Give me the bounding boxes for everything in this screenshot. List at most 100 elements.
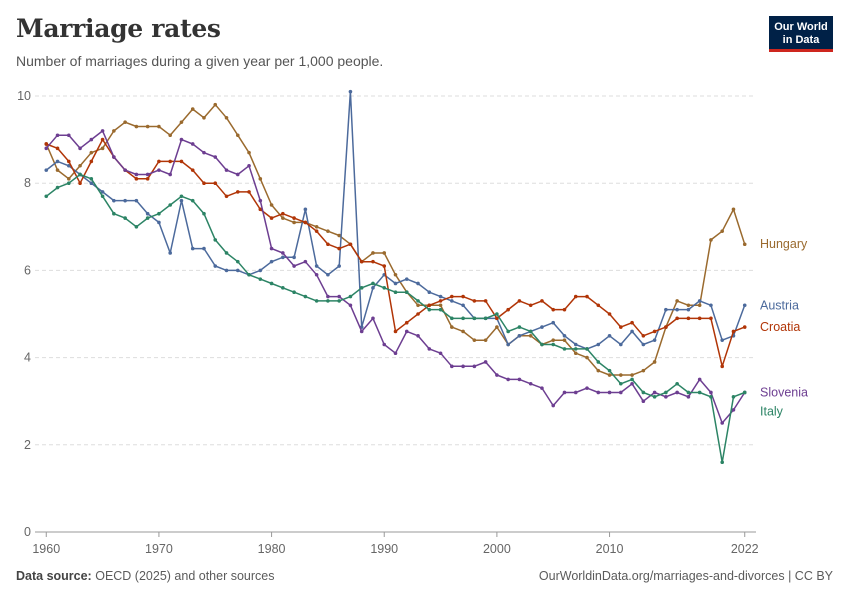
data-point-hungary (157, 124, 161, 129)
data-point-slovenia (731, 408, 736, 412)
data-point-croatia (179, 159, 184, 164)
data-point-slovenia (652, 390, 657, 395)
data-point-hungary (371, 251, 375, 255)
data-point-italy (664, 390, 668, 395)
data-point-croatia (720, 364, 725, 369)
data-point-slovenia (573, 390, 578, 395)
data-point-austria (44, 168, 49, 172)
owid-logo[interactable]: Our World in Data (769, 16, 833, 52)
data-point-croatia (247, 190, 251, 194)
data-point-hungary (607, 373, 612, 377)
data-point-slovenia (675, 390, 679, 395)
data-point-croatia (89, 159, 94, 164)
data-point-slovenia (404, 329, 409, 334)
data-point-croatia (371, 259, 375, 264)
data-point-hungary (258, 177, 263, 181)
data-point-hungary (641, 368, 646, 373)
data-point-austria (607, 334, 612, 338)
data-point-croatia (652, 329, 657, 334)
y-tick-label: 4 (24, 351, 31, 365)
data-point-austria (66, 163, 71, 168)
data-point-hungary (179, 120, 184, 124)
data-point-croatia (393, 329, 398, 334)
data-point-austria (292, 255, 296, 260)
data-point-austria (179, 198, 184, 203)
data-point-italy (337, 299, 341, 303)
data-point-croatia (495, 316, 499, 321)
data-point-hungary (213, 102, 218, 107)
x-tick-label: 2000 (483, 542, 511, 556)
series-line-austria (45, 90, 746, 350)
data-point-austria (697, 299, 702, 303)
data-point-austria (258, 268, 263, 273)
data-point-austria (404, 277, 409, 281)
data-point-croatia (66, 159, 71, 164)
y-tick-label: 0 (24, 525, 31, 539)
data-point-austria (314, 264, 319, 268)
x-tick-label: 1990 (370, 542, 398, 556)
data-point-austria (190, 246, 195, 251)
data-point-austria (371, 286, 375, 290)
data-point-croatia (686, 316, 691, 321)
data-point-italy (573, 347, 578, 351)
data-point-italy (427, 307, 432, 312)
data-point-croatia (235, 190, 240, 194)
data-point-hungary (652, 360, 657, 364)
data-point-hungary (78, 163, 82, 168)
data-point-austria (540, 325, 544, 329)
data-point-slovenia (168, 172, 172, 177)
data-point-hungary (596, 368, 601, 373)
data-point-italy (78, 172, 82, 177)
data-point-hungary (573, 351, 578, 356)
data-point-hungary (337, 233, 341, 238)
data-point-italy (157, 211, 161, 216)
data-point-hungary (675, 299, 679, 303)
data-point-croatia (281, 211, 285, 216)
data-point-italy (506, 329, 510, 334)
x-tick-label: 2022 (731, 542, 759, 556)
chart-subtitle: Number of marriages during a given year … (16, 53, 384, 69)
data-point-slovenia (416, 334, 420, 338)
data-point-austria (630, 329, 634, 334)
data-point-slovenia (89, 137, 94, 142)
data-point-hungary (551, 338, 556, 342)
data-point-austria (551, 320, 556, 325)
data-point-croatia (731, 329, 736, 334)
x-tick-label: 2010 (596, 542, 624, 556)
data-point-hungary (55, 168, 60, 172)
footer-link[interactable]: OurWorldinData.org/marriages-and-divorce… (538, 569, 833, 583)
logo-line-1: Our World (774, 21, 828, 33)
data-point-croatia (483, 299, 488, 303)
data-point-austria (326, 272, 330, 277)
data-point-hungary (190, 107, 195, 111)
data-point-austria (720, 338, 725, 342)
series-label-austria: Austria (760, 298, 799, 312)
data-point-austria (517, 334, 522, 338)
data-point-slovenia (382, 342, 387, 347)
data-point-austria (675, 307, 679, 312)
data-point-austria (393, 281, 398, 286)
data-point-croatia (382, 264, 387, 268)
data-point-austria (709, 303, 713, 308)
data-point-slovenia (337, 294, 341, 299)
data-point-slovenia (641, 399, 646, 404)
data-point-slovenia (269, 246, 274, 251)
data-point-croatia (348, 242, 353, 247)
data-point-italy (416, 299, 420, 303)
data-point-slovenia (697, 377, 702, 382)
x-tick-label: 1970 (145, 542, 173, 556)
y-tick-label: 6 (24, 263, 31, 277)
data-point-italy (326, 299, 330, 303)
data-point-italy (461, 316, 465, 321)
data-point-hungary (89, 150, 94, 155)
data-point-austria (269, 259, 274, 264)
data-point-slovenia (202, 150, 206, 155)
data-point-italy (44, 194, 49, 199)
data-point-italy (89, 177, 94, 181)
data-point-hungary (145, 124, 150, 129)
data-source-text[interactable]: OECD (2025) and other sources (95, 569, 275, 583)
data-point-italy (213, 238, 218, 242)
data-point-italy (202, 211, 206, 216)
data-point-hungary (134, 124, 139, 129)
data-point-italy (145, 216, 150, 220)
